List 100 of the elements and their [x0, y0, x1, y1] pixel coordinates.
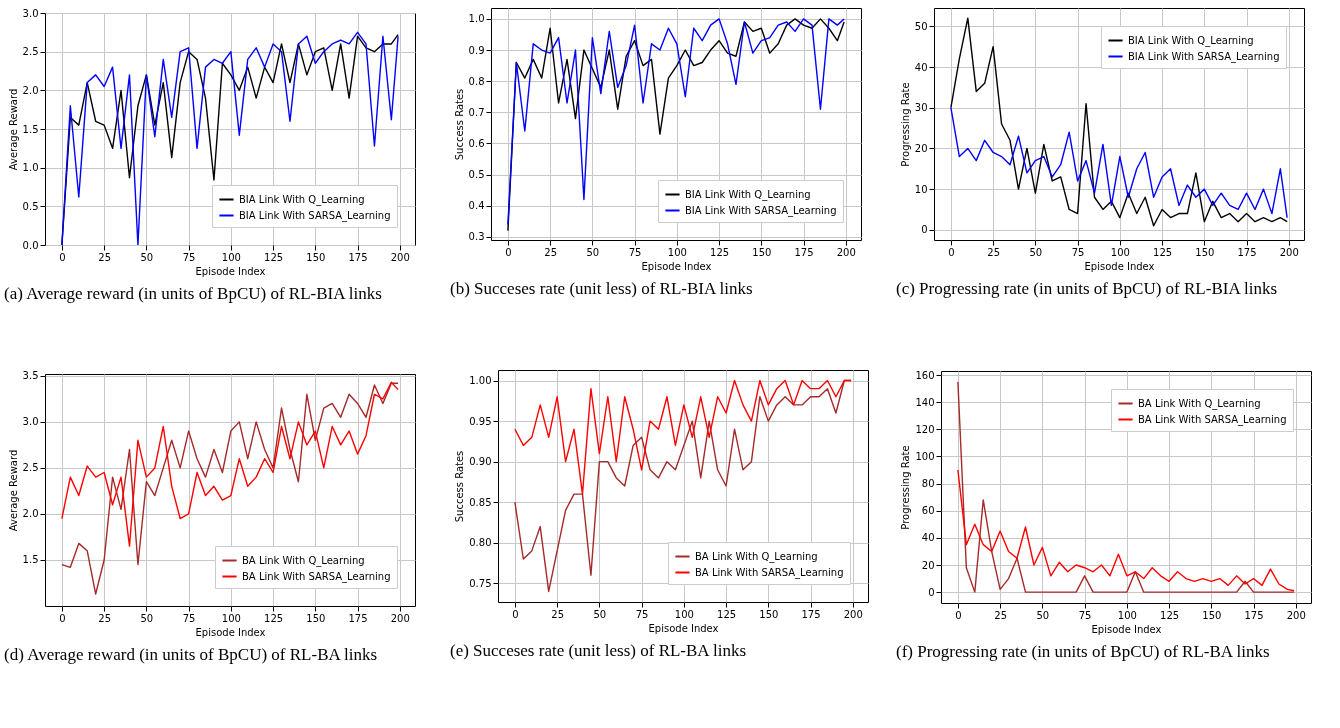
- legend-label: BA Link With SARSA_Learning: [1138, 413, 1287, 426]
- x-axis-title: Episode Index: [195, 265, 266, 277]
- x-tick-label: 175: [794, 246, 814, 258]
- x-axis-title: Episode Index: [1084, 260, 1155, 272]
- legend-label: BIA Link With Q_Learning: [1128, 34, 1254, 47]
- y-tick-label: 2.5: [22, 462, 39, 474]
- line-series: [61, 382, 399, 595]
- y-tick-label: 0.0: [22, 239, 39, 251]
- legend-label: BA Link With Q_Learning: [242, 554, 365, 567]
- y-tick-label: 50: [914, 20, 928, 32]
- legend-label: BIA Link With SARSA_Learning: [685, 204, 837, 217]
- y-tick-label: 40: [921, 532, 935, 544]
- y-tick-label: 2.5: [22, 46, 39, 58]
- x-tick-label: 50: [586, 246, 600, 258]
- y-tick-label: 3.5: [22, 370, 39, 382]
- x-tick-label: 125: [264, 251, 284, 263]
- y-tick-label: 0.5: [22, 200, 39, 212]
- line-series: [514, 379, 852, 495]
- y-tick-label: 1.5: [22, 123, 39, 135]
- line-series: [950, 107, 1288, 219]
- y-axis-title: Progressing Rate: [900, 445, 912, 530]
- y-tick-label: 0.80: [469, 537, 492, 549]
- y-tick-label: 0.9: [468, 44, 485, 56]
- x-tick-label: 125: [1160, 609, 1180, 621]
- text: (b) Succeses rate (unit less) of RL-BIA links: [450, 279, 754, 299]
- y-tick-label: 2.0: [22, 84, 39, 96]
- x-tick-label: 200: [390, 612, 410, 624]
- y-tick-label: 1.00: [469, 375, 492, 387]
- y-tick-label: 0: [928, 586, 935, 598]
- y-tick-label: 0.6: [468, 137, 485, 149]
- y-tick-label: 1.0: [22, 162, 39, 174]
- x-tick-label: 75: [182, 251, 196, 263]
- y-axis-title: Progressing Rate: [899, 82, 911, 167]
- x-tick-label: 125: [1153, 246, 1173, 258]
- y-tick-label: 40: [914, 61, 928, 73]
- y-tick-label: 0.85: [469, 496, 492, 508]
- x-tick-label: 175: [1244, 609, 1264, 621]
- y-tick-label: 0.4: [468, 200, 485, 212]
- legend-label: BA Link With SARSA_Learning: [695, 566, 844, 579]
- x-tick-label: 200: [843, 608, 863, 620]
- legend-label: BIA Link With Q_Learning: [239, 193, 365, 206]
- x-tick-label: 125: [264, 612, 284, 624]
- y-tick-label: 20: [921, 559, 935, 571]
- x-tick-label: 75: [182, 612, 196, 624]
- y-tick-label: 80: [921, 478, 935, 490]
- x-tick-label: 100: [221, 251, 241, 263]
- x-tick-label: 200: [836, 246, 856, 258]
- legend-label: BA Link With Q_Learning: [695, 550, 818, 563]
- x-tick-label: 100: [1110, 246, 1130, 258]
- x-tick-label: 0: [955, 609, 962, 621]
- x-tick-label: 175: [348, 251, 368, 263]
- legend-label: BA Link With Q_Learning: [1138, 397, 1261, 410]
- y-tick-label: 0.8: [468, 75, 485, 87]
- x-tick-label: 0: [505, 246, 512, 258]
- x-tick-label: 175: [1237, 246, 1257, 258]
- legend-label: BIA Link With SARSA_Learning: [239, 209, 391, 222]
- text: (f) Progressing rate (in units of BpCU) of RL-BA links: [896, 642, 1271, 662]
- line-series: [957, 381, 1295, 593]
- x-axis-title: Episode Index: [641, 260, 712, 272]
- y-axis-title: Average Reward: [7, 449, 19, 532]
- legend-label: BIA Link With Q_Learning: [685, 188, 811, 201]
- x-tick-label: 200: [1279, 246, 1299, 258]
- y-tick-label: 120: [915, 423, 935, 435]
- x-tick-label: 175: [801, 608, 821, 620]
- line-series: [950, 17, 1288, 227]
- legend-label: BIA Link With SARSA_Learning: [1128, 50, 1280, 63]
- x-tick-label: 25: [98, 251, 111, 263]
- y-tick-label: 30: [914, 102, 928, 114]
- y-tick-label: 2.0: [22, 508, 39, 520]
- y-tick-label: 0.90: [469, 456, 492, 468]
- x-tick-label: 25: [98, 612, 111, 624]
- x-tick-label: 125: [710, 246, 730, 258]
- x-tick-label: 200: [1286, 609, 1306, 621]
- x-tick-label: 0: [59, 612, 66, 624]
- x-tick-label: 75: [1078, 609, 1092, 621]
- x-axis-title: Episode Index: [195, 626, 266, 638]
- legend-label: BA Link With SARSA_Learning: [242, 570, 391, 583]
- x-tick-label: 175: [348, 612, 368, 624]
- x-tick-label: 50: [1029, 246, 1043, 258]
- x-tick-label: 100: [674, 608, 694, 620]
- y-axis-title: Average Reward: [7, 88, 19, 171]
- y-tick-label: 1.0: [468, 13, 485, 25]
- y-tick-label: 160: [915, 369, 935, 381]
- y-tick-label: 10: [914, 183, 928, 195]
- text: (d) Average reward (in units of BpCU) of RL-BA links: [4, 645, 379, 665]
- x-tick-label: 150: [759, 608, 779, 620]
- x-tick-label: 50: [1036, 609, 1050, 621]
- x-tick-label: 150: [1202, 609, 1222, 621]
- line-series: [61, 381, 399, 547]
- x-tick-label: 75: [1071, 246, 1085, 258]
- y-tick-label: 0.75: [469, 577, 492, 589]
- y-tick-label: 100: [915, 450, 935, 462]
- x-axis-title: Episode Index: [648, 622, 719, 634]
- x-tick-label: 200: [390, 251, 410, 263]
- y-tick-label: 1.5: [22, 554, 39, 566]
- y-tick-label: 0.7: [468, 106, 485, 118]
- x-tick-label: 75: [628, 246, 642, 258]
- y-tick-label: 60: [921, 505, 935, 517]
- x-tick-label: 100: [667, 246, 687, 258]
- text: (c) Progressing rate (in units of BpCU) of RL-BIA links: [896, 279, 1279, 299]
